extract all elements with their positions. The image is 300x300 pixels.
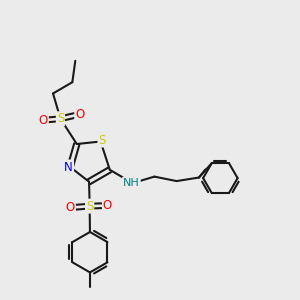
Text: O: O: [103, 199, 112, 212]
Text: O: O: [66, 201, 75, 214]
Text: S: S: [98, 134, 106, 146]
Text: N: N: [64, 160, 73, 173]
Text: S: S: [57, 112, 64, 125]
Text: O: O: [39, 114, 48, 127]
Text: O: O: [75, 108, 84, 121]
Text: NH: NH: [123, 178, 140, 188]
Text: S: S: [86, 200, 93, 213]
